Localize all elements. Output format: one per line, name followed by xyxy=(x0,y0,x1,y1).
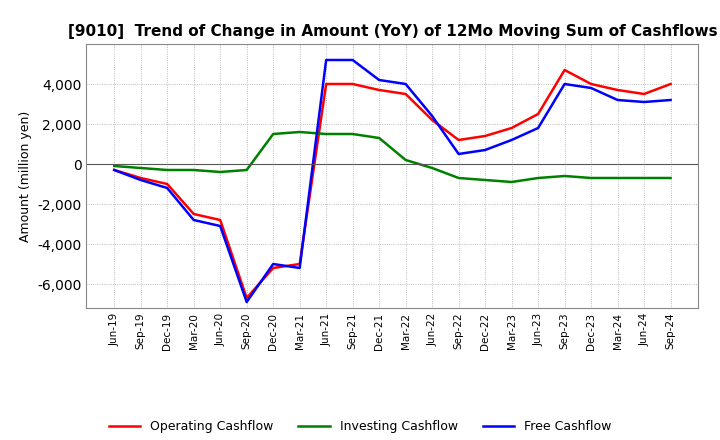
Y-axis label: Amount (million yen): Amount (million yen) xyxy=(19,110,32,242)
Investing Cashflow xyxy=(666,176,675,181)
Operating Cashflow xyxy=(295,261,304,267)
Free Cashflow xyxy=(216,224,225,229)
Title: [9010]  Trend of Change in Amount (YoY) of 12Mo Moving Sum of Cashflows: [9010] Trend of Change in Amount (YoY) o… xyxy=(68,24,717,39)
Free Cashflow xyxy=(163,185,171,191)
Free Cashflow xyxy=(560,81,569,87)
Free Cashflow xyxy=(136,177,145,183)
Operating Cashflow xyxy=(454,137,463,143)
Operating Cashflow xyxy=(375,88,384,93)
Operating Cashflow xyxy=(428,117,436,123)
Free Cashflow xyxy=(375,77,384,83)
Operating Cashflow xyxy=(508,125,516,131)
Operating Cashflow xyxy=(560,67,569,73)
Free Cashflow xyxy=(508,137,516,143)
Operating Cashflow xyxy=(136,176,145,181)
Investing Cashflow xyxy=(428,165,436,171)
Free Cashflow xyxy=(348,57,357,62)
Operating Cashflow xyxy=(640,92,649,97)
Investing Cashflow xyxy=(560,173,569,179)
Investing Cashflow xyxy=(401,158,410,163)
Operating Cashflow xyxy=(269,265,277,271)
Investing Cashflow xyxy=(322,132,330,137)
Line: Free Cashflow: Free Cashflow xyxy=(114,60,670,302)
Operating Cashflow xyxy=(189,211,198,216)
Free Cashflow xyxy=(401,81,410,87)
Operating Cashflow xyxy=(481,133,490,139)
Investing Cashflow xyxy=(534,176,542,181)
Investing Cashflow xyxy=(348,132,357,137)
Operating Cashflow xyxy=(163,181,171,187)
Operating Cashflow xyxy=(322,81,330,87)
Operating Cashflow xyxy=(348,81,357,87)
Legend: Operating Cashflow, Investing Cashflow, Free Cashflow: Operating Cashflow, Investing Cashflow, … xyxy=(104,415,616,438)
Investing Cashflow xyxy=(243,167,251,172)
Line: Operating Cashflow: Operating Cashflow xyxy=(114,70,670,298)
Free Cashflow xyxy=(454,151,463,157)
Operating Cashflow xyxy=(401,92,410,97)
Line: Investing Cashflow: Investing Cashflow xyxy=(114,132,670,182)
Operating Cashflow xyxy=(216,217,225,223)
Investing Cashflow xyxy=(136,165,145,171)
Free Cashflow xyxy=(189,217,198,223)
Investing Cashflow xyxy=(508,180,516,185)
Operating Cashflow xyxy=(110,167,119,172)
Investing Cashflow xyxy=(454,176,463,181)
Investing Cashflow xyxy=(216,169,225,175)
Free Cashflow xyxy=(666,97,675,103)
Free Cashflow xyxy=(295,265,304,271)
Free Cashflow xyxy=(110,167,119,172)
Investing Cashflow xyxy=(587,176,595,181)
Free Cashflow xyxy=(481,147,490,153)
Investing Cashflow xyxy=(110,163,119,169)
Investing Cashflow xyxy=(375,136,384,141)
Free Cashflow xyxy=(269,261,277,267)
Investing Cashflow xyxy=(269,132,277,137)
Operating Cashflow xyxy=(587,81,595,87)
Free Cashflow xyxy=(587,85,595,91)
Free Cashflow xyxy=(322,57,330,62)
Operating Cashflow xyxy=(534,111,542,117)
Free Cashflow xyxy=(243,299,251,304)
Investing Cashflow xyxy=(295,129,304,135)
Operating Cashflow xyxy=(243,295,251,301)
Operating Cashflow xyxy=(613,88,622,93)
Investing Cashflow xyxy=(640,176,649,181)
Investing Cashflow xyxy=(163,167,171,172)
Free Cashflow xyxy=(534,125,542,131)
Free Cashflow xyxy=(640,99,649,105)
Operating Cashflow xyxy=(666,81,675,87)
Free Cashflow xyxy=(428,114,436,119)
Investing Cashflow xyxy=(613,176,622,181)
Investing Cashflow xyxy=(481,177,490,183)
Investing Cashflow xyxy=(189,167,198,172)
Free Cashflow xyxy=(613,97,622,103)
